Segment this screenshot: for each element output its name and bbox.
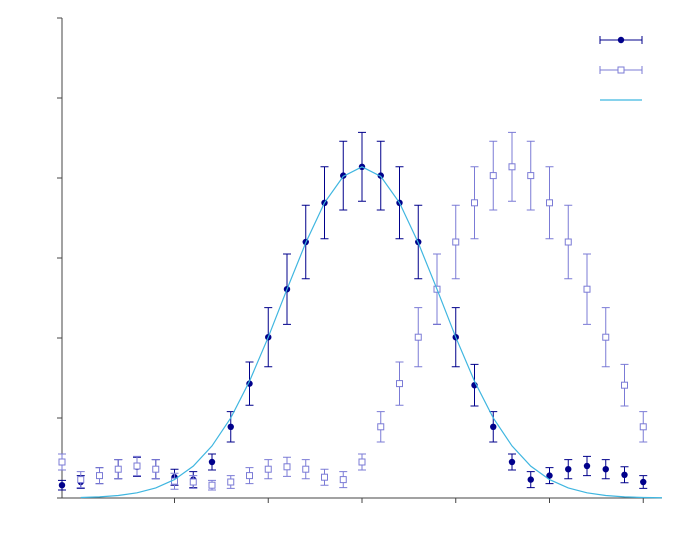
point	[133, 462, 141, 470]
point	[302, 465, 310, 473]
point	[283, 463, 291, 471]
point	[358, 458, 366, 466]
point	[621, 381, 628, 389]
point	[414, 333, 422, 341]
point	[471, 199, 478, 207]
point	[264, 465, 272, 473]
point	[508, 458, 516, 466]
point	[564, 238, 572, 246]
point	[377, 423, 385, 431]
point	[227, 478, 235, 486]
point	[189, 478, 197, 486]
point	[208, 458, 216, 466]
point	[527, 172, 535, 180]
point	[58, 458, 66, 466]
point	[114, 465, 122, 473]
point	[340, 172, 347, 179]
point	[490, 423, 497, 430]
point	[489, 172, 497, 180]
point	[546, 199, 553, 207]
point	[602, 333, 610, 341]
point	[77, 476, 85, 484]
point	[396, 380, 403, 388]
point	[583, 285, 591, 293]
fit-line	[80, 166, 663, 499]
point	[621, 471, 628, 478]
point	[565, 466, 572, 473]
point	[377, 172, 384, 179]
legend-sample	[617, 66, 625, 74]
point	[639, 423, 647, 431]
point	[339, 476, 347, 484]
point	[58, 482, 66, 489]
point	[227, 423, 234, 430]
point	[208, 481, 216, 489]
point	[583, 462, 591, 470]
legend-sample	[617, 36, 625, 44]
point	[602, 466, 609, 473]
point	[321, 473, 328, 481]
point	[246, 472, 253, 480]
point	[508, 163, 516, 171]
point	[546, 472, 553, 479]
point	[640, 478, 647, 486]
point	[527, 476, 534, 483]
point	[152, 465, 160, 473]
point	[452, 238, 460, 246]
point	[96, 472, 103, 480]
